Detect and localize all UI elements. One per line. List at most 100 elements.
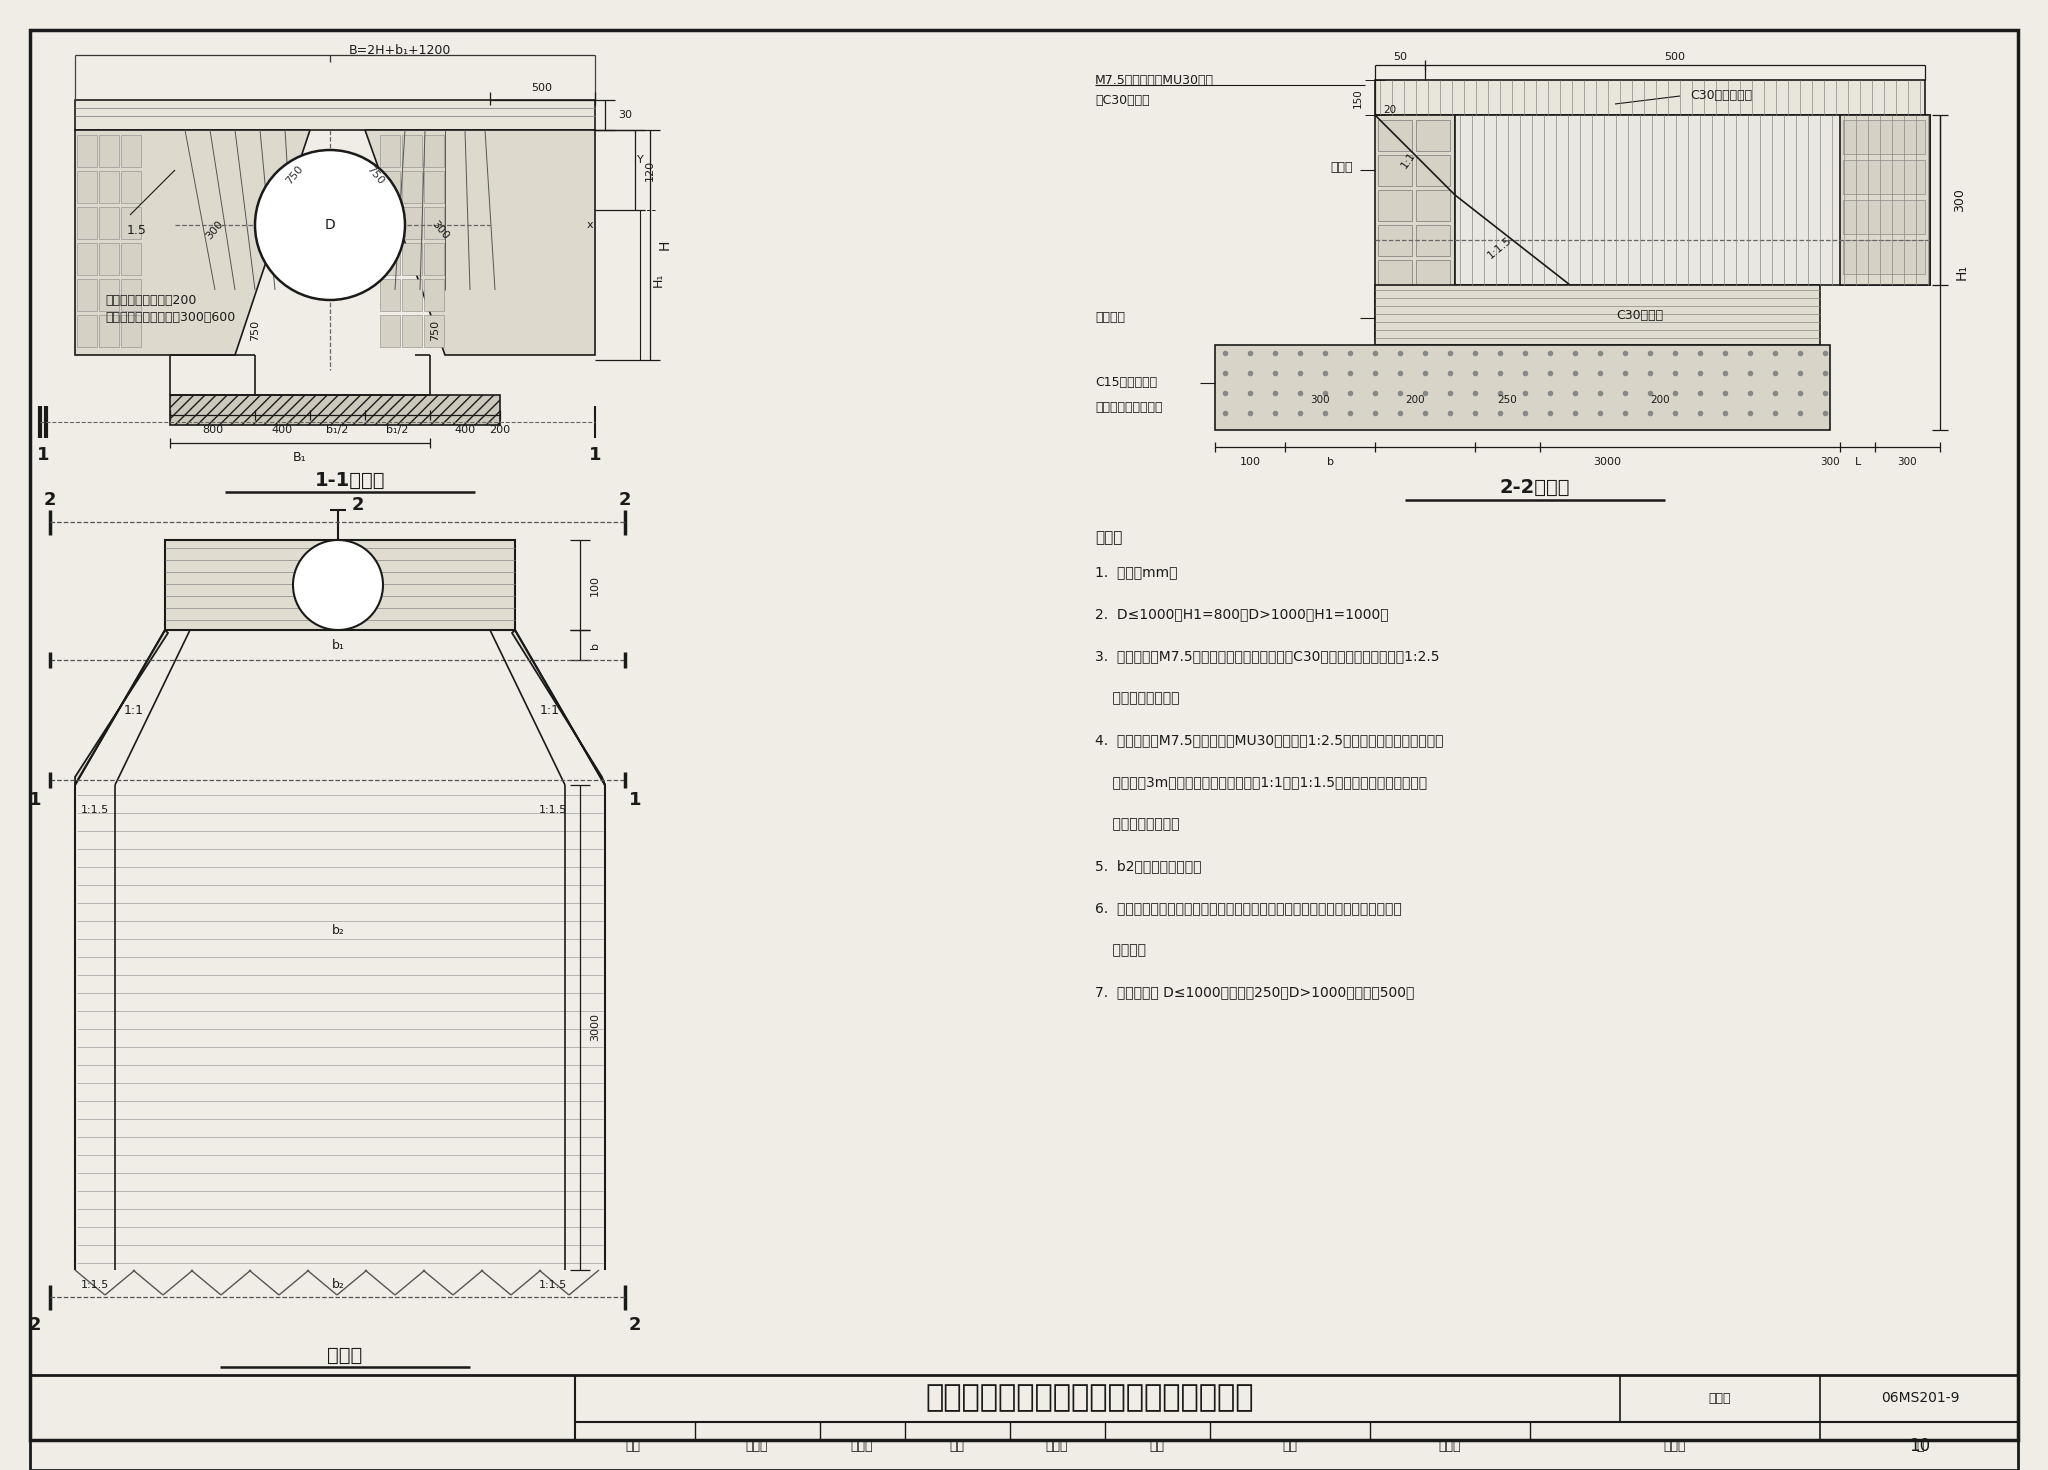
Bar — [1843, 160, 1925, 194]
Bar — [424, 279, 444, 312]
Text: 4.  明渠护砲用M7.5水泥砂浆砂MU30块石，用1:2.5水泥砂浆勾平缝，从出口翼: 4. 明渠护砲用M7.5水泥砂浆砂MU30块石，用1:2.5水泥砂浆勾平缝，从出… — [1096, 734, 1444, 747]
Text: 或C30混凝土: 或C30混凝土 — [1096, 94, 1149, 106]
Bar — [1378, 225, 1411, 256]
Text: b₂: b₂ — [332, 1279, 344, 1292]
Text: 天然级配砂石垫层厚200: 天然级配砂石垫层厚200 — [104, 294, 197, 307]
Text: 1:1: 1:1 — [541, 704, 559, 716]
Bar — [1378, 260, 1411, 291]
Bar — [1374, 79, 1925, 115]
Bar — [401, 243, 422, 275]
Text: 王釶山: 王釶山 — [745, 1439, 768, 1452]
Bar — [31, 1374, 2017, 1470]
Text: 设计: 设计 — [1282, 1439, 1298, 1452]
Bar — [424, 135, 444, 168]
Text: 1: 1 — [29, 791, 41, 808]
Bar — [381, 207, 399, 240]
Text: 2: 2 — [29, 1316, 41, 1333]
Text: 1.  单位：mm。: 1. 单位：mm。 — [1096, 564, 1178, 579]
Bar — [1839, 115, 1929, 285]
Text: 500: 500 — [532, 82, 553, 93]
Text: 750: 750 — [250, 319, 260, 341]
Bar — [381, 315, 399, 347]
Bar — [1415, 225, 1450, 256]
Text: 与管道基础同时浇筑: 与管道基础同时浇筑 — [1096, 400, 1163, 413]
Bar — [121, 135, 141, 168]
Text: 冰冻地区背阴面应增至300～600: 冰冻地区背阴面应增至300～600 — [104, 310, 236, 323]
Bar — [1415, 295, 1450, 326]
Circle shape — [256, 150, 406, 300]
Bar — [121, 207, 141, 240]
Text: 300: 300 — [1954, 188, 1966, 212]
Text: 2: 2 — [43, 491, 55, 509]
Bar — [1374, 285, 1821, 345]
Text: 3000: 3000 — [590, 1013, 600, 1041]
Text: 1:1: 1:1 — [1399, 150, 1417, 171]
Bar — [424, 171, 444, 203]
Text: 200: 200 — [1405, 395, 1425, 406]
Bar — [1378, 154, 1411, 187]
Text: 250: 250 — [1497, 395, 1518, 406]
Text: H₁: H₁ — [651, 273, 664, 287]
Text: 300: 300 — [205, 219, 225, 241]
Text: 750: 750 — [285, 163, 305, 187]
Bar — [78, 279, 96, 312]
Bar — [78, 243, 96, 275]
Text: 120: 120 — [645, 159, 655, 181]
Bar — [1378, 190, 1411, 220]
Text: 100: 100 — [1239, 457, 1260, 467]
Text: L: L — [1855, 457, 1862, 467]
Text: H₁: H₁ — [1956, 265, 1968, 279]
Bar — [78, 207, 96, 240]
Bar — [98, 207, 119, 240]
Text: 200: 200 — [489, 425, 510, 435]
Bar — [170, 395, 500, 425]
Text: 1:1.5: 1:1.5 — [80, 806, 109, 814]
Text: 2: 2 — [618, 491, 631, 509]
Text: B=2H+b₁+1200: B=2H+b₁+1200 — [348, 44, 451, 56]
Text: 750: 750 — [430, 319, 440, 341]
Bar — [1214, 345, 1831, 431]
Bar — [1415, 154, 1450, 187]
Bar — [78, 135, 96, 168]
Bar — [98, 279, 119, 312]
Text: b₁/2: b₁/2 — [326, 425, 348, 435]
Text: 按明渠坡度渐变。: 按明渠坡度渐变。 — [1096, 817, 1180, 831]
Bar — [121, 171, 141, 203]
Bar — [98, 243, 119, 275]
Text: C30混凝土帽石: C30混凝土帽石 — [1690, 88, 1753, 101]
Text: b₁: b₁ — [332, 638, 344, 651]
Text: 500: 500 — [1665, 51, 1686, 62]
Text: 400: 400 — [455, 425, 475, 435]
Polygon shape — [76, 631, 168, 785]
Text: 校对: 校对 — [950, 1439, 965, 1452]
Text: 页: 页 — [1917, 1439, 1923, 1452]
Text: 200: 200 — [1651, 395, 1669, 406]
Bar — [76, 100, 596, 129]
Text: 1:1: 1:1 — [125, 704, 143, 716]
Text: 1:1.5: 1:1.5 — [539, 1280, 567, 1291]
Text: 温丽晖: 温丽晖 — [1440, 1439, 1462, 1452]
Text: 300: 300 — [1311, 395, 1329, 406]
Text: 2: 2 — [629, 1316, 641, 1333]
Text: 100: 100 — [590, 575, 600, 595]
Text: 3000: 3000 — [1593, 457, 1622, 467]
Bar — [424, 243, 444, 275]
Bar — [381, 279, 399, 312]
Text: 审核: 审核 — [625, 1439, 641, 1452]
Text: C30混凝土: C30混凝土 — [1616, 309, 1663, 322]
Bar — [1415, 190, 1450, 220]
Bar — [1378, 121, 1411, 151]
Text: 20: 20 — [1384, 104, 1397, 115]
Bar — [1843, 121, 1925, 154]
Bar — [98, 135, 119, 168]
Text: 叶浮山: 叶浮山 — [850, 1439, 872, 1452]
Text: 水泥砂浆勾平缝。: 水泥砂浆勾平缝。 — [1096, 691, 1180, 706]
Bar — [1378, 295, 1411, 326]
Text: M7.5水泥砂浆砂MU30块石: M7.5水泥砂浆砂MU30块石 — [1096, 74, 1214, 87]
Text: 1-1剑面图: 1-1剑面图 — [315, 470, 385, 490]
Text: b₁/2: b₁/2 — [387, 425, 410, 435]
Text: 1:1.5: 1:1.5 — [539, 806, 567, 814]
Bar — [424, 315, 444, 347]
Bar — [121, 315, 141, 347]
Text: 06MS201-9: 06MS201-9 — [1880, 1391, 1960, 1405]
